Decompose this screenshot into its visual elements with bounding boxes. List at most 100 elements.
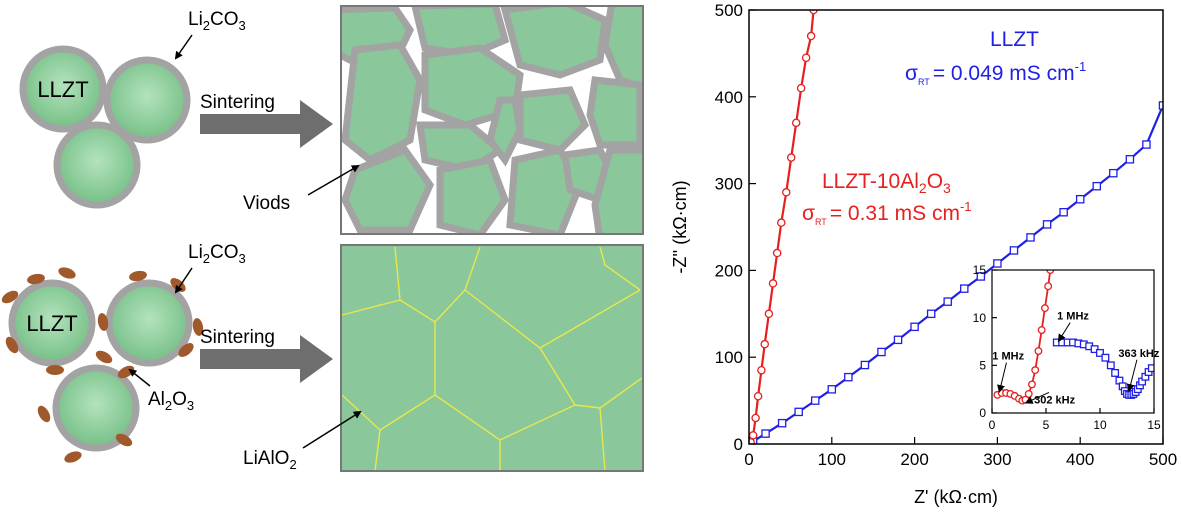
coating-label: Li2CO3 [188, 242, 246, 266]
particle [105, 279, 193, 367]
main-data-point-square [943, 297, 952, 306]
main-data-point-circle [751, 413, 760, 423]
main-data-point-square [1092, 181, 1102, 191]
inset-data-point-square [1096, 348, 1104, 357]
inset-annotation-label: 302 kHz [1034, 394, 1075, 406]
top-particles [19, 45, 191, 209]
inset-series-layer [993, 270, 1154, 405]
main-series-1 [749, 10, 818, 444]
main-x-tick-label: 200 [900, 450, 928, 469]
main-data-point-circle [806, 31, 816, 41]
conductivity-llzt-al2o3: σRT = 0.31 mS cm-1 [802, 199, 972, 227]
inset-series-1 [993, 270, 1055, 405]
porous-microstructure [340, 5, 644, 235]
al2o3-dots [1, 267, 204, 463]
inset-data-point-circle [1040, 304, 1049, 313]
main-data-point-square [777, 418, 787, 428]
main-data-point-circle [760, 339, 769, 349]
main-data-point-circle [786, 153, 796, 162]
main-y-tick-label: 500 [715, 1, 743, 20]
inset-data-point-circle [1031, 366, 1040, 375]
main-data-point-circle [768, 279, 778, 288]
main-data-point-circle [753, 392, 763, 401]
main-data-point-square [1026, 233, 1035, 242]
x-axis-label: Z' (kΩ·cm) [914, 487, 998, 507]
particle-label: LLZT [37, 77, 88, 102]
phase-label: LiAlO2 [243, 448, 297, 472]
inset-annotation-label: 1 MHz [992, 351, 1024, 363]
bottom-particles [8, 279, 193, 452]
main-x-tick-label: 400 [1066, 450, 1094, 469]
main-y-tick-label: 100 [715, 348, 743, 367]
inset-x-tick-label: 5 [1043, 418, 1050, 432]
main-data-point-circle [791, 118, 801, 128]
series-name-llzt-al2o3: LLZT-10Al2O3 [822, 170, 951, 196]
main-y-tick-label: 0 [734, 435, 743, 454]
main-data-point-circle [801, 53, 811, 62]
inset-y-tick-label: 15 [973, 263, 987, 277]
particle [103, 56, 191, 144]
main-data-point-circle [749, 431, 758, 440]
main-data-point-square [810, 396, 820, 405]
sintering-label: Sintering [200, 327, 275, 348]
inset-data-point-circle [1037, 326, 1046, 335]
sintering-arrow [200, 100, 333, 148]
main-x-tick-label: 500 [1149, 450, 1177, 469]
inset-annotation-arrow [1126, 359, 1138, 393]
top-schematic: LLZT Li2CO3 Sintering [19, 5, 644, 235]
particle [19, 45, 107, 133]
inset-y-tick-label: 10 [973, 311, 987, 325]
main-data-point-circle [772, 248, 782, 258]
main-data-point-circle [757, 365, 766, 375]
inset-data-point-circle [1024, 389, 1033, 398]
bottom-schematic: LLZT Li2CO3 Sintering Al2O3 [1, 242, 644, 472]
particle [53, 121, 141, 209]
main-data-point-circle [777, 218, 786, 227]
main-y-tick-label: 200 [715, 261, 743, 280]
main-data-point-square [761, 429, 770, 438]
main-data-point-square [1009, 246, 1019, 255]
inset-y-tick-label: 0 [979, 406, 986, 420]
inset-ticks: 0 5 10 15 0 5 10 15 [973, 263, 1161, 432]
main-data-point-circle [796, 83, 806, 93]
main-data-point-square [877, 347, 886, 357]
main-data-point-circle [764, 309, 774, 319]
main-data-point-square [1059, 207, 1068, 217]
plot-frame [748, 9, 1164, 445]
main-series-0 [749, 101, 1163, 444]
main-data-point-square [1075, 194, 1085, 204]
inset-annotation-arrow [1057, 322, 1071, 343]
inset-frame [991, 269, 1155, 414]
additive-label: Al2O3 [148, 389, 194, 413]
inset-x-tick-label: 15 [1147, 418, 1161, 432]
main-data-point-square [910, 322, 919, 332]
main-data-point-square [794, 407, 803, 417]
voids-label: Viods [243, 193, 290, 214]
series-name-llzt: LLZT [990, 28, 1039, 51]
sintering-label: Sintering [200, 92, 275, 113]
main-data-point-circle [749, 438, 755, 444]
inset-x-tick-label: 0 [989, 418, 996, 432]
llzt-annotation: LLZT σRT = 0.049 mS cm-1 [905, 28, 1086, 87]
main-y-tick-label: 300 [715, 175, 743, 194]
particle-label: LLZT [26, 311, 77, 336]
main-data-point-square [993, 259, 1002, 268]
inset-data-point-square [1101, 353, 1110, 362]
inset-data-point-circle [1028, 380, 1036, 389]
inset-data-point-circle [1044, 282, 1053, 291]
inset-data-point-circle [1034, 347, 1043, 355]
main-data-point-square [860, 360, 870, 370]
inset-annotation-arrow [997, 362, 1007, 394]
coating-pointer [174, 34, 193, 60]
main-x-tick-label: 0 [744, 450, 753, 469]
main-data-point-square [1125, 155, 1135, 164]
phase-pointer [302, 410, 362, 449]
main-data-point-square [827, 385, 837, 394]
y-axis-label: -Z'' (kΩ·cm) [670, 180, 690, 273]
main-data-point-square [893, 335, 903, 345]
sintering-arrow [200, 335, 333, 383]
inset-y-tick-label: 5 [979, 359, 986, 373]
inset-annotations: 1 MHz 302 kHz 1 MHz 363 kHz [992, 311, 1160, 407]
